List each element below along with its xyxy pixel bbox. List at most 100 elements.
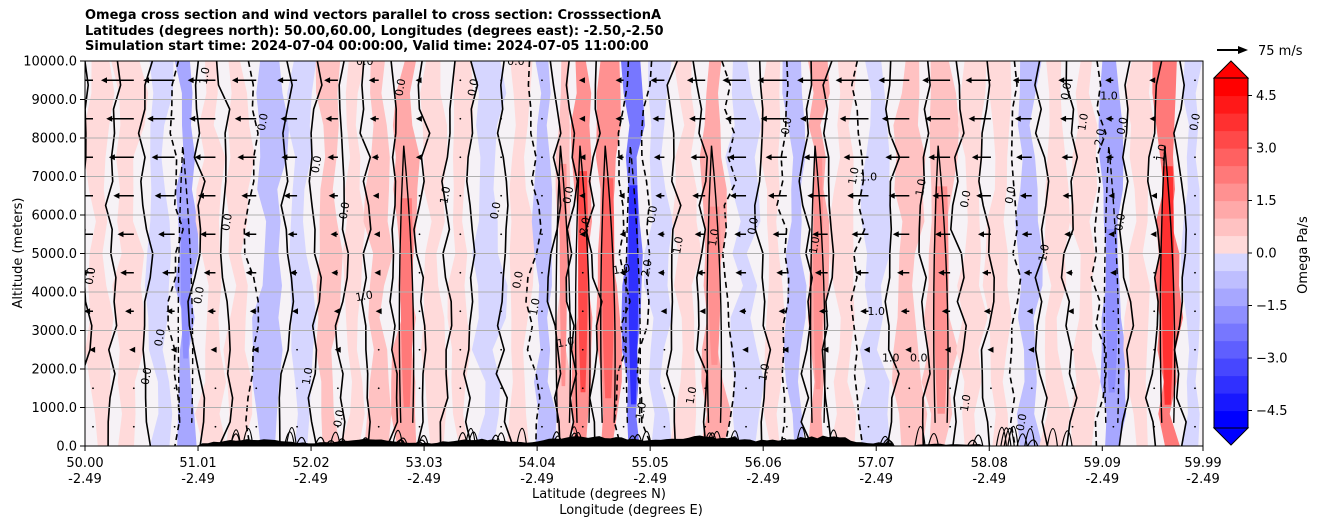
wind-vector-head [330,231,337,238]
x-tick-label-lon: -2.49 [633,472,667,487]
wind-vector-head [863,346,870,353]
wind-vector-head [415,154,422,161]
wind-vector [1071,425,1074,428]
wind-vector [1112,425,1115,428]
contour-label: 0.0 [560,185,576,204]
contour-line [167,61,184,446]
wind-vector [1194,310,1196,313]
wind-vector [541,310,543,313]
wind-vector [500,271,503,274]
contour-line [1046,427,1058,446]
wind-vector-head [976,192,983,199]
wind-vector [500,194,503,197]
wind-vector-head [657,269,664,276]
title-line-1: Omega cross section and wind vectors par… [85,8,662,23]
wind-vector-head [210,346,217,353]
wind-vector-head [203,269,210,276]
x-tick-label-lon: -2.49 [407,472,441,487]
wind-vector-head [1105,115,1112,122]
wind-vector [418,271,421,274]
wind-vector-head [65,116,71,122]
wind-vector [296,348,298,351]
wind-vector-head [143,77,150,84]
wind-vector [377,387,380,390]
wind-vector-head [818,308,825,315]
wind-vector-head [170,346,177,353]
y-tick-label: 2000.0 [32,363,78,378]
colorbar-segment [1214,410,1248,429]
contour-label: 0.0 [1003,185,1019,204]
contour-label: 1.0 [846,166,862,185]
x-tick-label-lat: 58.08 [971,456,1008,471]
wind-vector [500,233,503,236]
x-tick-label-lat: 55.05 [632,456,669,471]
wind-vector [745,387,747,390]
wind-vector [1194,271,1196,274]
wind-vector [255,387,258,390]
x-tick-label-lon: -2.49 [520,472,554,487]
wind-vector-head [782,346,789,353]
colorbar-extend-max [1212,60,1250,79]
wind-vector-head [154,192,161,199]
colorbar-segment [1214,270,1248,289]
wind-vector-head [767,192,774,199]
y-tick-label: 5000.0 [32,247,78,262]
colorbar-segment [1214,183,1248,202]
omega-core [578,171,588,393]
wind-vector [908,425,911,428]
wind-vector [581,310,584,313]
contour-line [914,425,926,446]
wind-vector [377,425,380,428]
wind-vector-head [374,269,381,276]
wind-vector [1071,348,1074,351]
wind-vector [541,387,543,390]
wind-vector-head [725,115,732,122]
wind-vector [990,387,992,390]
wind-vector-head [1012,77,1019,84]
contour-line [1061,430,1073,446]
wind-vector-head [231,77,238,84]
colorbar-segment [1214,288,1248,307]
colorbar-segment [1214,78,1248,97]
wind-vector-head [772,231,779,238]
x-tick-label-lat: 52.02 [292,456,329,471]
wind-vector [663,425,666,428]
wind-vector-head [162,269,169,276]
wind-vector-head [1150,231,1157,238]
wind-vector-head [881,115,888,122]
omega-core [708,206,721,365]
x-tick-label-lat: 53.03 [405,456,442,471]
wind-vector-head [70,154,76,160]
y-tick-label: 0.0 [56,440,77,455]
contour-label: 2.0 [1092,128,1108,147]
wind-vector [1153,425,1156,428]
wind-vector-head [243,231,250,238]
wind-vector [663,348,666,351]
contour-line [285,426,297,446]
x-tick-label-lat: 51.01 [179,456,216,471]
wind-vector-head [742,346,749,353]
wind-vector-head [814,269,821,276]
colorbar-segment [1214,323,1248,342]
contour-line [1027,439,1039,446]
wind-vector-head [1151,192,1158,199]
wind-vector-head [615,77,622,84]
x-axis: 50.00-2.4951.01-2.4952.02-2.4953.03-2.49… [66,446,1222,487]
wind-vector-head [117,231,124,238]
colorbar-extend-min [1212,427,1250,446]
y-axis-label: Altitude (meters) [11,198,26,309]
contour-line [706,145,723,423]
wind-vector-head [415,115,422,122]
wind-vector [541,79,543,82]
wind-vector-head [1108,192,1115,199]
contour-line [516,427,528,446]
wind-vector [785,387,788,390]
wind-vector [1112,348,1115,351]
contour-label: 1.0 [860,170,878,183]
wind-vector [949,425,952,428]
wind-vector-head [578,77,585,84]
wind-vector [132,387,135,390]
colorbar-label: Omega Pa/s [1296,216,1311,294]
contour-label: 1.0 [807,235,823,254]
wind-vector-head [983,308,990,315]
